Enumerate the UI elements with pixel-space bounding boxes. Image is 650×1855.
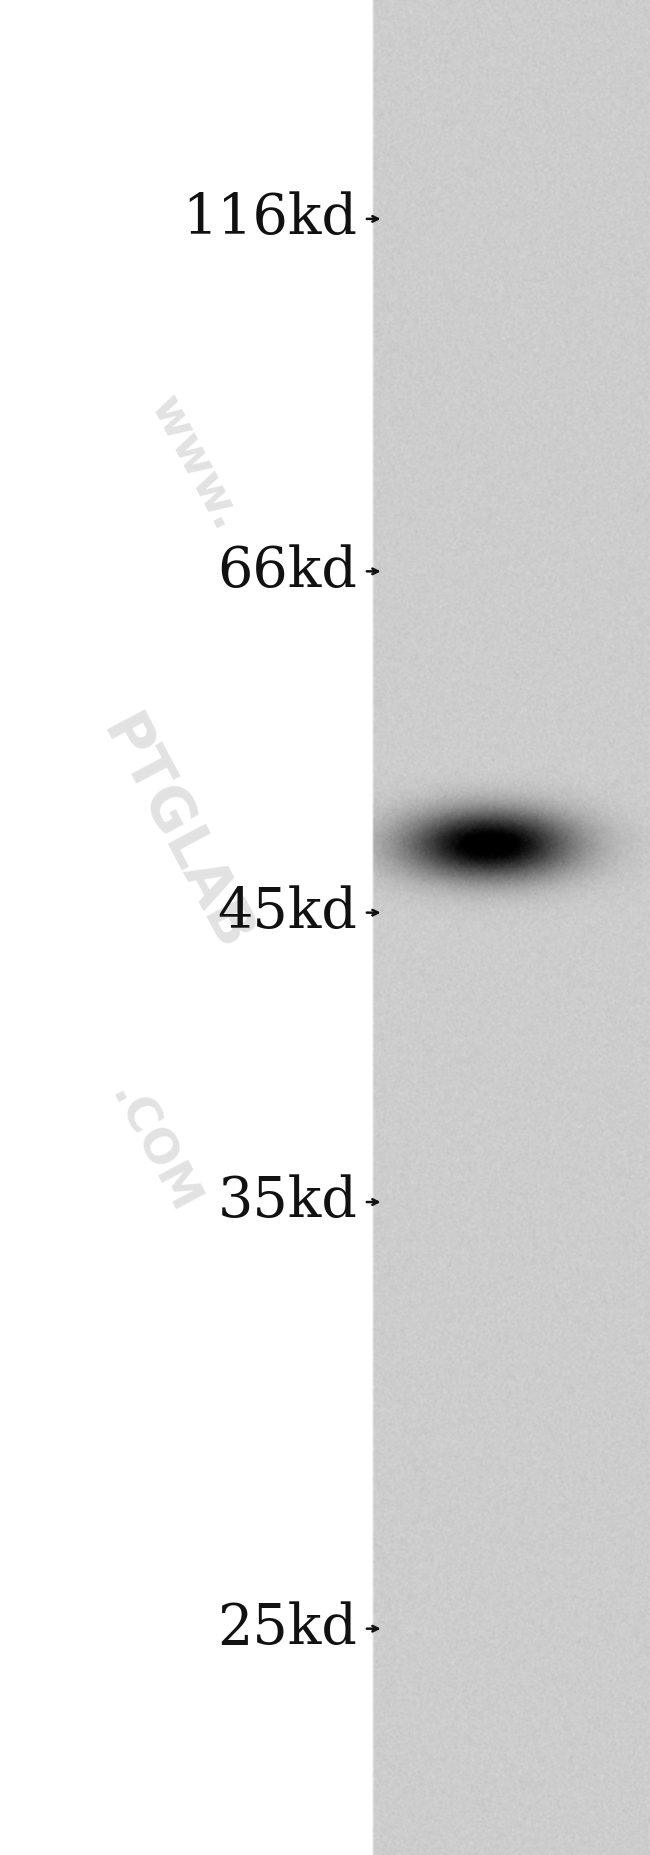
Text: 116kd: 116kd bbox=[183, 191, 358, 247]
Text: www.: www. bbox=[141, 390, 249, 538]
Text: 35kd: 35kd bbox=[218, 1174, 358, 1230]
Text: 25kd: 25kd bbox=[218, 1601, 358, 1657]
Text: 45kd: 45kd bbox=[218, 885, 358, 940]
Text: .COM: .COM bbox=[100, 1078, 205, 1222]
Text: PTGLAB: PTGLAB bbox=[90, 709, 261, 961]
Text: 66kd: 66kd bbox=[218, 544, 358, 599]
